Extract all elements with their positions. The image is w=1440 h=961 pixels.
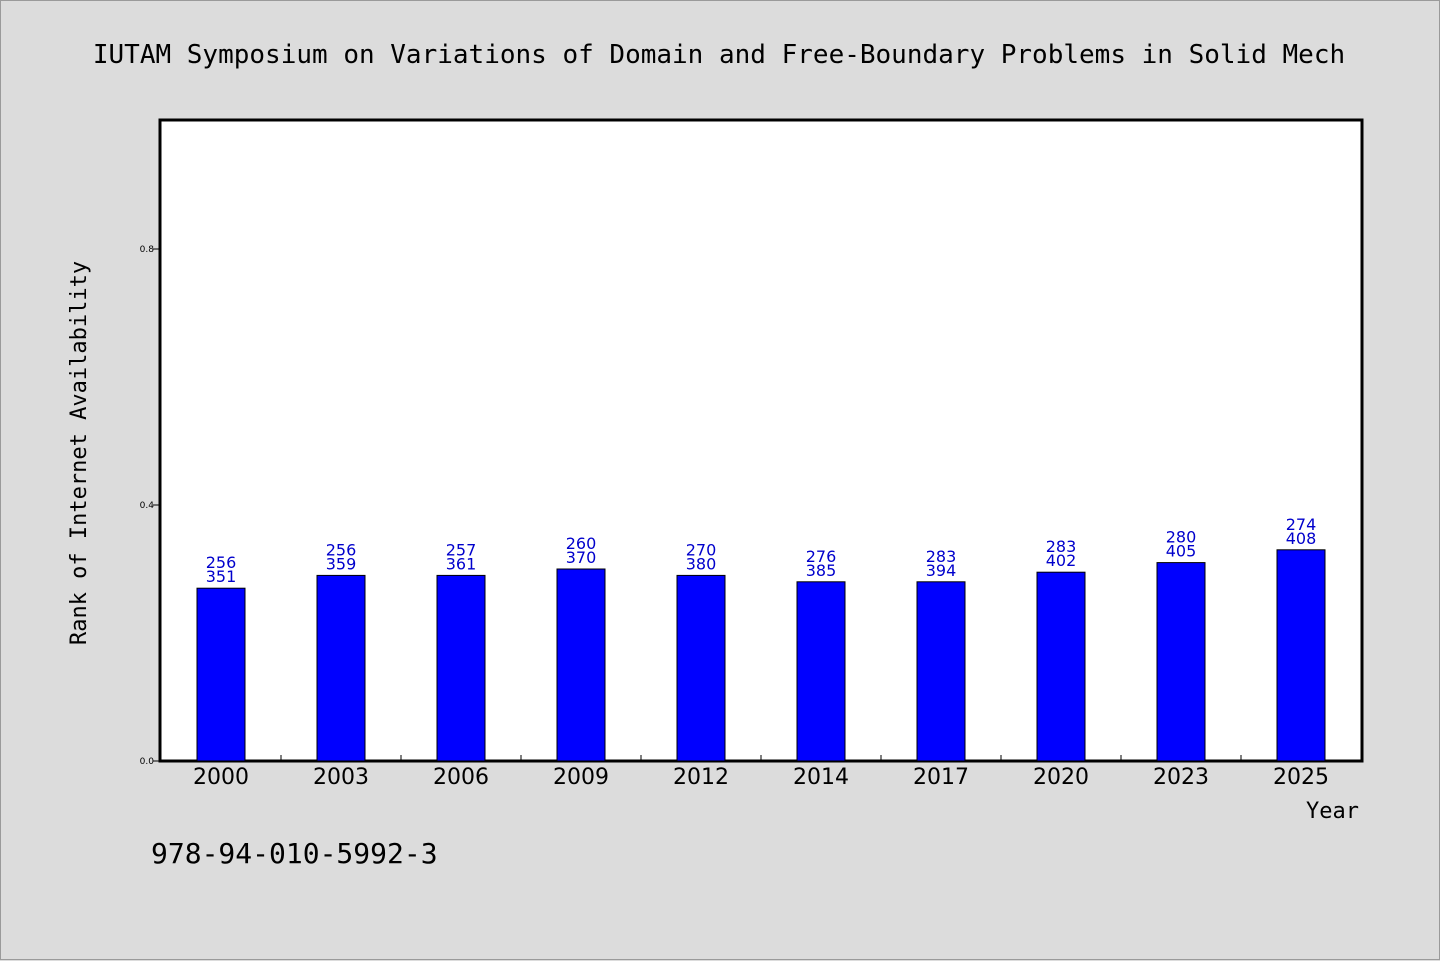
- bar-label-bottom: 405: [1166, 542, 1197, 561]
- bar: [196, 587, 246, 762]
- bar-label-bottom: 361: [446, 554, 477, 573]
- bar-label-bottom: 408: [1286, 529, 1317, 548]
- x-tick-label: 2003: [313, 765, 369, 790]
- bar-label-top: 276: [806, 547, 837, 566]
- y-tick-label: 0.4: [140, 501, 155, 511]
- x-tick-label: 2009: [553, 765, 609, 790]
- bar: [1036, 571, 1086, 762]
- bar-label-bottom: 402: [1046, 551, 1077, 570]
- bar: [1156, 562, 1206, 762]
- bar: [676, 574, 726, 762]
- x-tick-label: 2006: [433, 765, 489, 790]
- x-axis-labels: 2000 2003 2006 2009 2012 2014 2017 2020 2023 2025: [193, 765, 1329, 790]
- bar-label-bottom: 380: [686, 554, 717, 573]
- x-tick-label: 2017: [913, 765, 969, 790]
- bar-label-bottom: 359: [326, 554, 357, 573]
- bar: [556, 568, 606, 762]
- y-tick-label: 0.0: [140, 757, 155, 767]
- bar-label-top: 274: [1286, 515, 1317, 534]
- bar: [916, 581, 966, 762]
- bars: [196, 549, 1326, 762]
- bar-label-bottom: 394: [926, 561, 957, 580]
- bar-label-top: 256: [206, 553, 237, 572]
- x-axis-ticks: [280, 755, 1242, 761]
- y-axis-title: Rank of Internet Availability: [67, 261, 92, 645]
- bar: [436, 574, 486, 762]
- bar-label-top: 283: [1046, 537, 1077, 556]
- x-tick-label: 2023: [1153, 765, 1209, 790]
- bar-label-top: 270: [686, 540, 717, 559]
- x-tick-label: 2012: [673, 765, 729, 790]
- x-tick-label: 2020: [1033, 765, 1089, 790]
- chart-title: IUTAM Symposium on Variations of Domain …: [93, 40, 1345, 70]
- bar: [316, 574, 366, 762]
- bar-label-bottom: 351: [206, 567, 237, 586]
- bar-label-top: 283: [926, 547, 957, 566]
- bar-label-bottom: 385: [806, 561, 837, 580]
- x-axis-title: Year: [1306, 799, 1359, 824]
- bar-label-top: 256: [326, 540, 357, 559]
- x-tick-label: 2025: [1273, 765, 1329, 790]
- bar-label-top: 280: [1166, 528, 1197, 547]
- x-tick-label: 2014: [793, 765, 849, 790]
- y-axis: 0.0 0.4 0.8: [140, 245, 161, 767]
- bar-label-top: 257: [446, 540, 477, 559]
- y-tick-label: 0.8: [140, 245, 155, 255]
- bar: [1276, 549, 1326, 762]
- bar: [796, 581, 846, 762]
- bar-label-bottom: 370: [566, 548, 597, 567]
- isbn-label: 978-94-010-5992-3: [151, 837, 438, 870]
- x-tick-label: 2000: [193, 765, 249, 790]
- bar-label-top: 260: [566, 534, 597, 553]
